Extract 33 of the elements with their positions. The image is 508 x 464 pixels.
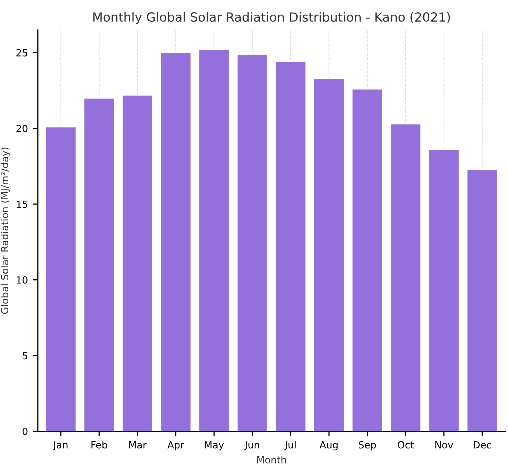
y-tick-label: 0 [22,428,28,436]
x-tick-label: Jun [244,442,260,451]
bar [160,52,192,432]
chart-title: Monthly Global Solar Radiation Distribution - Kano (2021) [94,12,450,24]
x-tick-label: Jul [284,441,296,451]
x-tick-label: Sep [359,441,376,451]
bar [313,78,346,432]
bar [122,94,154,432]
x-tick-label: May [205,442,224,451]
y-tick-label: 20 [16,125,28,132]
x-tick-label: Aug [320,442,338,451]
bar [236,54,269,432]
y-tick-label: 5 [22,352,28,360]
bar [390,124,422,432]
y-tick-label: 25 [16,49,28,57]
y-axis-title: Global Solar Radiation (MJ/m²/day) [1,148,10,314]
x-tick-label: Oct [398,441,414,449]
y-tick-label: 10 [17,276,28,284]
bar [84,98,116,432]
bar [466,168,498,432]
bar [198,49,230,432]
x-tick-label: Apr [168,442,184,451]
x-tick-label: Dec [474,442,492,449]
bar [45,126,77,432]
bar [275,61,307,432]
x-tick-label: Feb [92,441,108,449]
bar [428,149,460,432]
x-tick-label: Nov [436,442,454,449]
x-axis-title: Month [258,456,286,464]
y-tick-label: 15 [17,200,28,208]
x-tick-label: Mar [129,442,147,449]
bar [352,88,384,432]
x-tick-label: Jan [53,442,68,451]
